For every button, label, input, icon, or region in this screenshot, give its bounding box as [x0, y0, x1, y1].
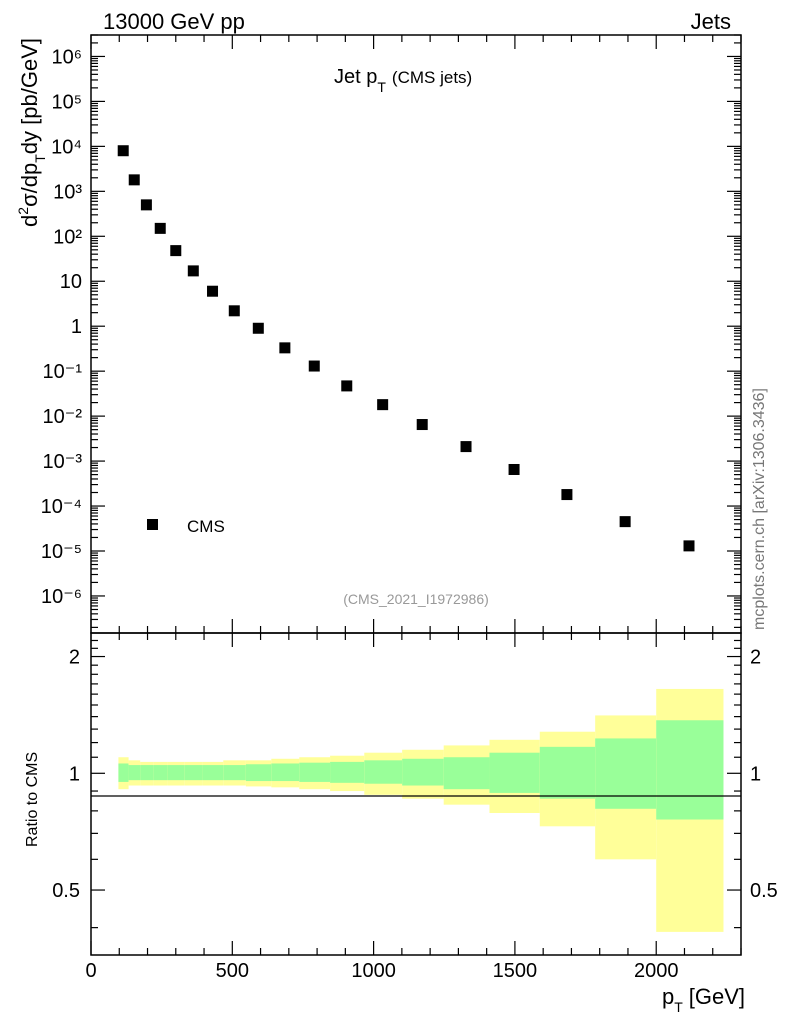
x-axis-label: pT [GeV]	[662, 984, 745, 1015]
main-y-tick-label: 10⁶	[52, 46, 82, 68]
ratio-axis-ticks	[90, 633, 742, 955]
green-band-segment	[271, 763, 300, 782]
header-energy-label: 13000 GeV pp	[103, 9, 245, 34]
legend-marker	[147, 519, 158, 530]
green-band-segment	[402, 758, 444, 786]
data-point-marker	[508, 463, 520, 475]
main-y-tick-label: 10⁻⁵	[41, 541, 82, 563]
green-band-segment	[539, 746, 596, 799]
ratio-plot-frame	[90, 632, 742, 956]
main-panel: 10⁶ 10⁵ 10⁴ 10³ 10² 10 1 10⁻¹ 10⁻² 10⁻³ 10⁻⁴ 10⁻⁵ 10…	[15, 34, 742, 634]
x-tick-label: 1000	[351, 960, 396, 982]
data-point-marker	[252, 322, 264, 334]
green-band-segment	[140, 765, 154, 781]
x-tick-label: 0	[85, 960, 96, 982]
green-band-segment	[118, 763, 129, 782]
header-process-label: Jets	[691, 9, 731, 34]
ratio-uncertainty-bands	[118, 688, 724, 932]
ratio-tick-labels: 2 2 1 1 0.5 0.5 0 500 1000 1500 2000	[52, 647, 778, 982]
data-point-marker	[128, 174, 140, 186]
green-band-segment	[128, 765, 141, 781]
green-band-segment	[167, 765, 185, 781]
main-data-points	[117, 145, 695, 552]
ratio-y-tick-label-right: 1	[750, 763, 761, 785]
data-point-marker	[228, 305, 240, 317]
data-point-marker	[377, 399, 389, 411]
data-point-marker	[416, 419, 428, 431]
green-band-segment	[202, 765, 224, 781]
ratio-y-tick-label-left: 1	[69, 763, 80, 785]
x-tick-label: 500	[216, 960, 249, 982]
green-band-segment	[153, 765, 168, 781]
green-band-segment	[299, 762, 331, 782]
data-point-marker	[341, 380, 353, 392]
main-axis-ticks	[90, 34, 742, 633]
main-y-tick-label: 10⁻⁶	[41, 586, 82, 608]
data-point-marker	[154, 222, 166, 234]
data-point-marker	[308, 360, 320, 372]
green-band-segment	[223, 765, 246, 781]
side-watermark-label: mcplots.cern.ch [arXiv:1306.3436]	[751, 388, 768, 630]
legend-label: CMS	[187, 517, 225, 536]
ratio-panel: 2 21 10.5 0.50 500 1000 1500 2000 Ratio to CMS …	[24, 632, 778, 1015]
source-analysis-label: (CMS_2021_I1972986)	[343, 591, 489, 607]
x-tick-label: 1500	[493, 960, 538, 982]
green-band-segment	[656, 720, 724, 820]
main-y-tick-label: 10	[60, 271, 82, 293]
green-band-segment	[489, 752, 540, 793]
ratio-y-tick-label-left: 2	[69, 647, 80, 669]
main-y-tick-label: 10²	[53, 226, 82, 248]
green-band-segment	[443, 757, 490, 790]
main-y-tick-label: 10⁴	[51, 136, 82, 158]
data-point-marker	[460, 441, 472, 453]
ratio-y-tick-label-right: 2	[750, 647, 761, 669]
data-point-marker	[117, 145, 129, 157]
data-point-marker	[140, 199, 152, 211]
ratio-y-tick-label-right: 0.5	[750, 880, 778, 902]
x-tick-label: 2000	[634, 960, 679, 982]
main-y-tick-label: 10⁻²	[43, 406, 83, 428]
main-plot-frame	[90, 34, 742, 634]
data-point-marker	[279, 342, 291, 354]
data-point-marker	[187, 265, 199, 277]
main-y-tick-label: 10³	[53, 181, 82, 203]
ratio-y-tick-label-left: 0.5	[52, 880, 80, 902]
main-y-tick-label: 10⁵	[51, 91, 82, 113]
green-band-segment	[245, 764, 272, 782]
green-band-segment	[595, 738, 657, 809]
main-y-tick-label: 10⁻¹	[43, 361, 83, 383]
green-band-segment	[364, 760, 403, 784]
main-y-tick-label: 1	[71, 316, 82, 338]
data-point-marker	[170, 245, 182, 257]
plot-title: Jet pT (CMS jets)	[334, 66, 472, 95]
main-y-tick-labels: 10⁶ 10⁵ 10⁴ 10³ 10² 10 1 10⁻¹ 10⁻² 10⁻³ 10⁻⁴ 10⁻⁵ 10…	[41, 46, 83, 608]
main-y-axis-label: d2σ/dpTdy [pb/GeV]	[15, 38, 48, 227]
data-point-marker	[619, 516, 631, 528]
green-band-segment	[184, 765, 203, 781]
green-band-segment	[330, 761, 365, 783]
data-point-marker	[207, 285, 219, 297]
data-point-marker	[561, 489, 573, 501]
main-y-tick-label: 10⁻³	[43, 451, 83, 473]
main-y-tick-label: 10⁻⁴	[41, 496, 82, 518]
data-point-marker	[683, 540, 695, 552]
ratio-y-axis-label: Ratio to CMS	[24, 752, 41, 847]
